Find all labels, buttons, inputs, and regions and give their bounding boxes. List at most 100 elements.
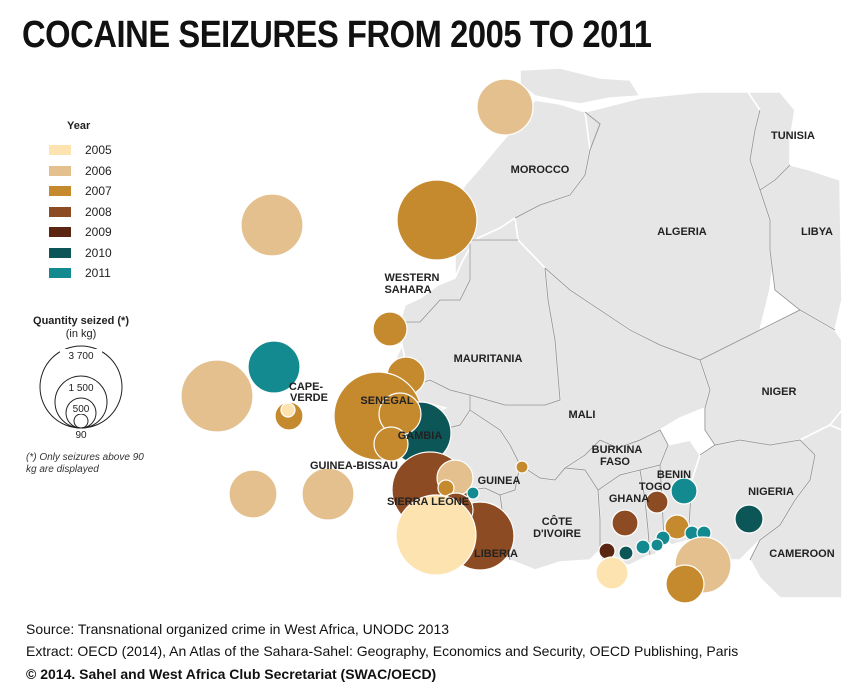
legend-item-2011: 2011 [49, 266, 111, 280]
label-cote-divoire-1: CÔTE [542, 515, 573, 528]
bubble-2006-atlantic-1 [240, 193, 304, 257]
legend-swatch [49, 268, 71, 278]
label-guinea-bissau: GUINEA-BISSAU [310, 460, 398, 472]
footer-extract: Extract: OECD (2014), An Atlas of the Sa… [26, 643, 739, 659]
quantity-scale-labels: 3 700 1 500 500 90 [60, 349, 102, 441]
border-algeria-mali [544, 267, 701, 361]
land-libya [759, 164, 843, 332]
legend-item-2005: 2005 [49, 143, 112, 157]
bubble-2011-guinea-small [466, 486, 480, 500]
land-chad [828, 340, 843, 432]
label-western-sahara-2: SAHARA [384, 284, 431, 296]
border-algeria-niger [699, 309, 836, 361]
seizure-bubbles [180, 78, 764, 604]
legend-swatch [49, 165, 71, 176]
bubble-2005-sierra-leone [395, 494, 477, 576]
legend-swatch [49, 227, 71, 237]
label-benin: BENIN [657, 469, 691, 481]
border-tunisia [749, 109, 791, 191]
legend-label: 2006 [85, 163, 112, 178]
label-nigeria: NIGERIA [748, 486, 794, 498]
legend-item-2010: 2010 [49, 246, 112, 260]
country-labels: MOROCCO ALGERIA TUNISIA LIBYA WESTERN SA… [289, 130, 835, 560]
bubble-2006-atlantic-3 [228, 469, 278, 519]
label-gambia: GAMBIA [398, 430, 443, 442]
legend-label: 2008 [85, 204, 112, 219]
label-togo: TOGO [639, 481, 672, 493]
label-algeria: ALGERIA [657, 226, 707, 238]
label-burkina-2: FASO [600, 456, 630, 468]
bubble-2008-togo [645, 490, 669, 514]
border-morocco-algeria [514, 111, 601, 219]
map-title: COCAINE SEIZURES FROM 2005 TO 2011 [22, 14, 652, 56]
legend-year-title: Year [67, 120, 91, 132]
bubble-2005-cape-verde [280, 402, 296, 418]
land-spain [519, 67, 642, 105]
label-cape-verde-1: CAPE- [289, 381, 324, 393]
bubble-2007-w-sahara [372, 311, 408, 347]
label-western-sahara-1: WESTERN [385, 272, 440, 284]
legend-item-2008: 2008 [49, 205, 112, 219]
legend-swatch [49, 186, 71, 196]
legend-swatch [49, 206, 71, 217]
scale-label-90: 90 [75, 430, 87, 441]
scale-label-1500: 1 500 [68, 383, 93, 394]
bubble-2011-gulf [650, 538, 664, 552]
legend-item-2007: 2007 [49, 184, 112, 198]
legend-label: 2010 [85, 245, 112, 260]
scale-label-3700: 3 700 [68, 351, 93, 362]
bubble-2007-gulf [665, 564, 705, 604]
label-ghana: GHANA [609, 493, 649, 505]
scale-circle-90 [73, 413, 89, 429]
legend-item-2006: 2006 [49, 164, 112, 178]
border-nigeria-cameroon [749, 454, 816, 561]
bubble-2007-morocco [396, 179, 478, 261]
legend-label: 2005 [85, 143, 112, 157]
quantity-legend-title: Quantity seized (*) [33, 315, 129, 327]
footer-source: Source: Transnational organized crime in… [26, 621, 450, 637]
border-libya [759, 189, 801, 311]
bubble-2010-nigeria [734, 504, 764, 534]
legend-label: 2011 [85, 266, 111, 280]
label-guinea: GUINEA [478, 475, 521, 487]
border-mali-niger [699, 359, 716, 446]
label-mauritania: MAURITANIA [454, 353, 523, 365]
legend-item-2009: 2009 [49, 225, 112, 239]
label-senegal: SENEGAL [360, 395, 413, 407]
bubble-2011-atlantic [247, 340, 301, 394]
bubble-2006-guinea-bissau [301, 467, 355, 521]
legend-label: 2009 [85, 225, 112, 239]
border-mauritania-mali [469, 267, 561, 406]
bubble-2011-ghana [635, 539, 651, 555]
bubble-2006-north [476, 78, 534, 136]
scale-label-500: 500 [73, 404, 90, 415]
footer-copyright: © 2014. Sahel and West Africa Club Secre… [26, 666, 437, 682]
legend-swatch [49, 247, 71, 258]
bubble-2005-ghana [595, 556, 629, 590]
label-sierra-leone: SIERRA LEONE [387, 496, 469, 508]
bubble-2008-ghana [611, 509, 639, 537]
label-burkina-1: BURKINA [592, 444, 643, 456]
legend-label: 2007 [85, 184, 112, 198]
border-guinea-cote [499, 464, 566, 496]
label-tunisia: TUNISIA [771, 130, 815, 142]
legend-swatch [49, 145, 71, 155]
label-morocco: MOROCCO [511, 164, 570, 176]
border-niger-nigeria [699, 439, 816, 456]
label-cape-verde-2: VERDE [290, 392, 328, 404]
bubble-2011-benin [670, 477, 698, 505]
label-cote-divoire-2: D'IVOIRE [533, 528, 581, 540]
bubble-2007-mali-small [515, 460, 529, 474]
quantity-legend-note: (*) Only seizures above 90 kg are displa… [26, 452, 144, 475]
quantity-scale [39, 345, 123, 429]
land-layer [391, 67, 843, 599]
label-mali: MALI [569, 409, 596, 421]
border-layer [400, 109, 836, 566]
border-guinea-mali [469, 409, 521, 466]
label-cameroon: CAMEROON [769, 548, 834, 560]
bubble-2010-ghana [618, 545, 634, 561]
label-niger: NIGER [762, 386, 797, 398]
quantity-legend-unit: (in kg) [65, 328, 97, 340]
bubble-2007-senegal-3 [373, 426, 409, 462]
